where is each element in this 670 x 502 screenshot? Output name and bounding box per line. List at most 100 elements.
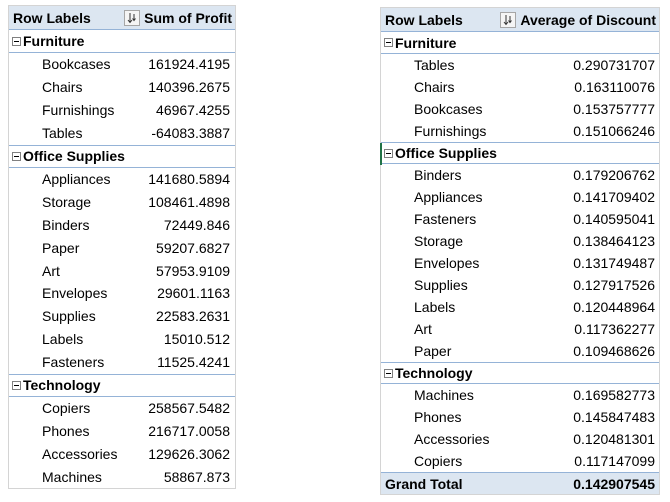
item-value: 108461.4898: [148, 193, 230, 210]
category-row[interactable]: Office Supplies: [9, 144, 235, 168]
item-label: Copiers: [42, 400, 91, 417]
collapse-minus-icon[interactable]: [12, 36, 21, 46]
item-row[interactable]: Bookcases 0.153757777: [381, 98, 659, 120]
item-row[interactable]: Chairs 140396.2675: [9, 76, 235, 99]
item-value: 59207.6827: [156, 239, 230, 256]
item-row[interactable]: Accessories 129626.3062: [9, 442, 235, 465]
item-row[interactable]: Envelopes 29601.1163: [9, 282, 235, 305]
item-row[interactable]: Copiers 258567.5482: [9, 397, 235, 420]
item-row[interactable]: Art 0.117362277: [381, 318, 659, 340]
value-header[interactable]: Sum of Profit: [144, 9, 232, 26]
item-label: Labels: [414, 299, 456, 315]
item-label: Appliances: [414, 189, 483, 205]
item-row[interactable]: Phones 216717.0058: [9, 419, 235, 442]
item-label: Furnishings: [414, 123, 487, 139]
item-value: 29601.1163: [157, 285, 230, 302]
category-row[interactable]: Furniture: [9, 30, 235, 53]
item-row[interactable]: Furnishings 46967.4255: [9, 99, 235, 122]
item-label: Binders: [414, 167, 462, 183]
item-value: 0.127917526: [573, 277, 655, 293]
item-value: 0.138464123: [573, 233, 655, 249]
pivot-body: Furniture Bookcases 161924.4195 Chairs 14039…: [9, 30, 235, 488]
item-row[interactable]: Accessories 0.120481301: [381, 428, 659, 450]
item-row[interactable]: Furnishings 0.151066246: [381, 120, 659, 142]
collapse-minus-icon[interactable]: [12, 151, 21, 161]
category-label: Office Supplies: [395, 145, 497, 161]
item-label: Bookcases: [42, 56, 111, 73]
item-row[interactable]: Paper 59207.6827: [9, 236, 235, 259]
collapse-minus-icon[interactable]: [12, 380, 21, 390]
category-row[interactable]: Furniture: [381, 32, 659, 54]
item-label: Paper: [42, 239, 80, 256]
grand-total-label: Grand Total: [385, 475, 463, 492]
filter-sort-icon[interactable]: [500, 11, 517, 28]
collapse-minus-icon[interactable]: [384, 148, 393, 158]
item-value: 258567.5482: [148, 400, 230, 417]
category-row[interactable]: Technology: [9, 373, 235, 397]
row-labels-header[interactable]: Row Labels: [385, 11, 463, 28]
item-row[interactable]: Chairs 0.163110076: [381, 76, 659, 98]
item-value: 0.141709402: [573, 189, 655, 205]
category-row[interactable]: Office Supplies: [380, 142, 659, 165]
item-value: 0.131749487: [573, 255, 655, 271]
category-row[interactable]: Technology: [381, 362, 659, 384]
item-row[interactable]: Envelopes 0.131749487: [381, 252, 659, 274]
item-row[interactable]: Machines 58867.873: [9, 465, 235, 488]
value-header[interactable]: Average of Discount: [520, 11, 656, 28]
item-row[interactable]: Machines 0.169582773: [381, 384, 659, 406]
item-row[interactable]: Art 57953.9109: [9, 259, 235, 282]
item-row[interactable]: Binders 0.179206762: [381, 164, 659, 186]
item-label: Chairs: [42, 79, 83, 96]
item-label: Supplies: [414, 277, 468, 293]
filter-sort-icon[interactable]: [124, 9, 141, 26]
item-value: 15010.512: [163, 331, 230, 348]
item-row[interactable]: Binders 72449.846: [9, 213, 235, 236]
collapse-minus-icon[interactable]: [384, 368, 393, 378]
item-label: Accessories: [414, 431, 490, 447]
item-value: 0.153757777: [573, 101, 655, 117]
item-row[interactable]: Supplies 0.127917526: [381, 274, 659, 296]
item-row[interactable]: Labels 0.120448964: [381, 296, 659, 318]
item-row[interactable]: Bookcases 161924.4195: [9, 53, 235, 76]
item-value: 22583.2631: [156, 308, 230, 325]
item-value: 161924.4195: [148, 56, 230, 73]
item-row[interactable]: Appliances 141680.5894: [9, 168, 235, 191]
item-value: 0.120481301: [573, 431, 655, 447]
item-row[interactable]: Copiers 0.117147099: [381, 450, 659, 472]
item-row[interactable]: Storage 108461.4898: [9, 190, 235, 213]
item-value: 0.140595041: [573, 211, 655, 227]
item-row[interactable]: Supplies 22583.2631: [9, 305, 235, 328]
item-value: 0.109468626: [573, 343, 655, 359]
item-value: 141680.5894: [148, 171, 230, 187]
item-row[interactable]: Fasteners 0.140595041: [381, 208, 659, 230]
grand-total-row[interactable]: Grand Total 0.142907545: [381, 472, 659, 494]
item-row[interactable]: Storage 0.138464123: [381, 230, 659, 252]
item-row[interactable]: Phones 0.145847483: [381, 406, 659, 428]
item-row[interactable]: Paper 0.109468626: [381, 340, 659, 362]
pivot-body: Furniture Tables 0.290731707 Chairs 0.163110…: [380, 32, 659, 472]
item-label: Storage: [414, 233, 464, 249]
item-value: 0.290731707: [573, 57, 655, 73]
item-label: Appliances: [42, 171, 111, 187]
item-row[interactable]: Labels 15010.512: [9, 328, 235, 351]
item-row[interactable]: Tables -64083.3887: [9, 122, 235, 145]
item-value: 0.117147099: [574, 453, 655, 469]
category-label: Technology: [23, 377, 101, 394]
item-value: 0.169582773: [573, 387, 655, 403]
item-row[interactable]: Fasteners 11525.4241: [9, 351, 235, 374]
item-label: Furnishings: [42, 102, 115, 119]
item-row[interactable]: Appliances 0.141709402: [381, 186, 659, 208]
item-label: Envelopes: [42, 285, 108, 302]
item-label: Binders: [42, 216, 90, 233]
item-label: Tables: [414, 57, 455, 73]
item-label: Tables: [42, 125, 83, 142]
item-label: Storage: [42, 193, 92, 210]
item-value: 0.179206762: [573, 167, 655, 183]
category-label: Office Supplies: [23, 148, 125, 165]
category-label: Technology: [395, 365, 473, 381]
item-row[interactable]: Tables 0.290731707: [381, 54, 659, 76]
item-value: 11525.4241: [157, 354, 230, 371]
item-label: Copiers: [414, 453, 463, 469]
row-labels-header[interactable]: Row Labels: [13, 9, 91, 26]
collapse-minus-icon[interactable]: [384, 38, 393, 47]
